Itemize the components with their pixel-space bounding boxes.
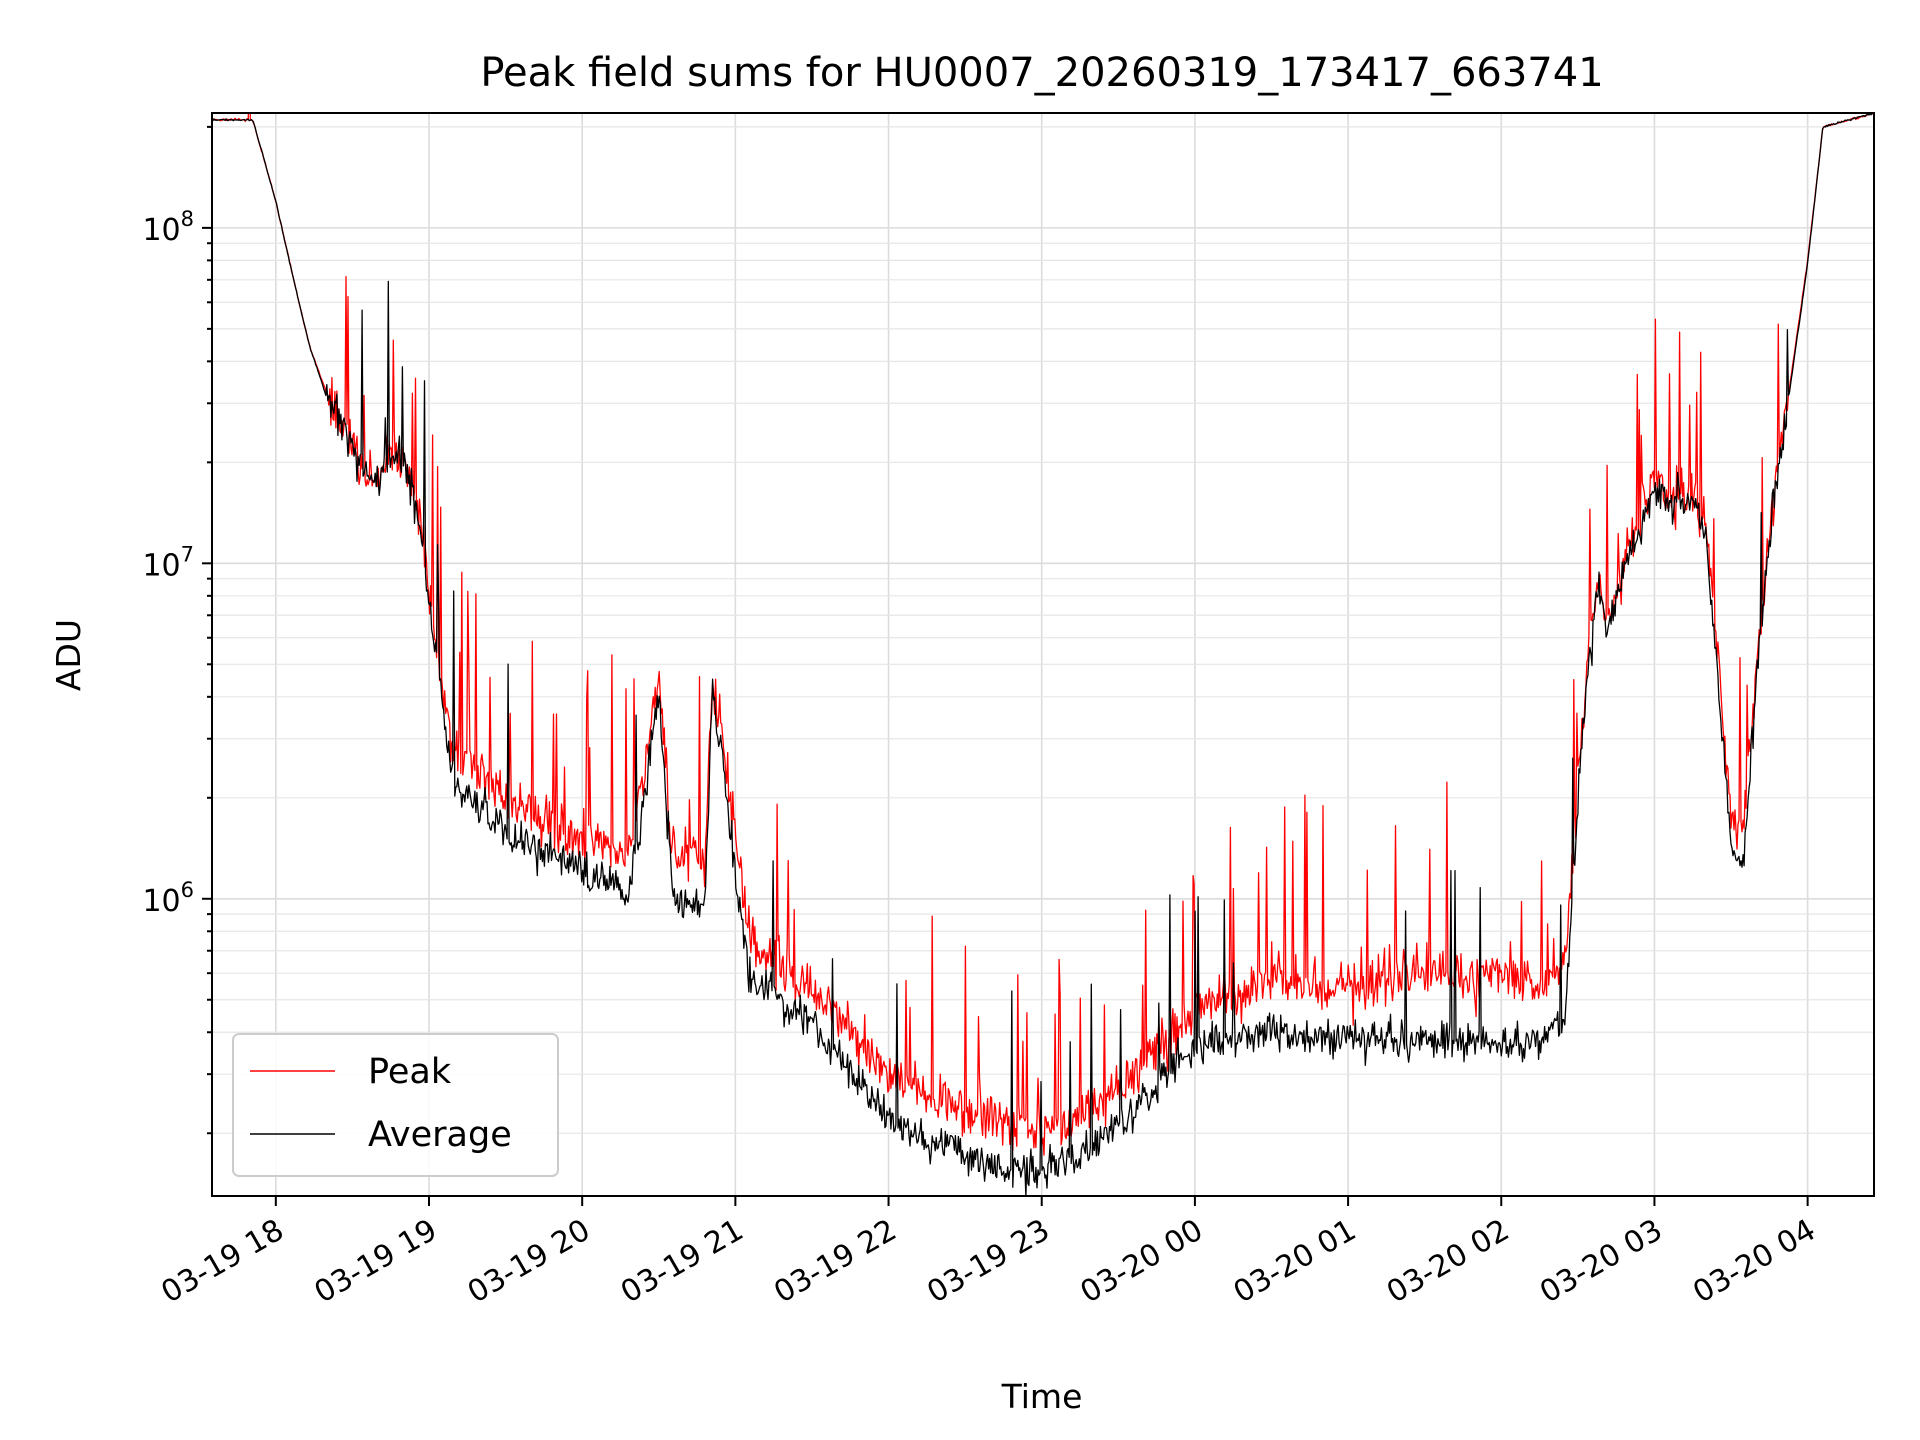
legend-label-peak: Peak (368, 1052, 452, 1092)
y-tick-label: 107 (142, 542, 194, 583)
series-line-peak (212, 113, 1874, 1156)
series-layer (212, 113, 1874, 1196)
y-tick-label: 108 (142, 207, 194, 248)
plot-frame (211, 112, 1875, 1197)
x-axis-label: Time (1001, 1377, 1083, 1416)
legend: Peak Average (232, 1033, 559, 1177)
legend-box (232, 1033, 559, 1177)
y-axis-label: ADU (49, 619, 88, 691)
series-line-average (212, 113, 1874, 1196)
legend-label-average: Average (368, 1115, 512, 1155)
grid (212, 113, 1874, 1196)
y-axis: 106 107 108 (142, 125, 212, 1135)
y-tick-label: 106 (142, 878, 194, 919)
chart-title: Peak field sums for HU0007_20260319_1734… (480, 50, 1603, 96)
